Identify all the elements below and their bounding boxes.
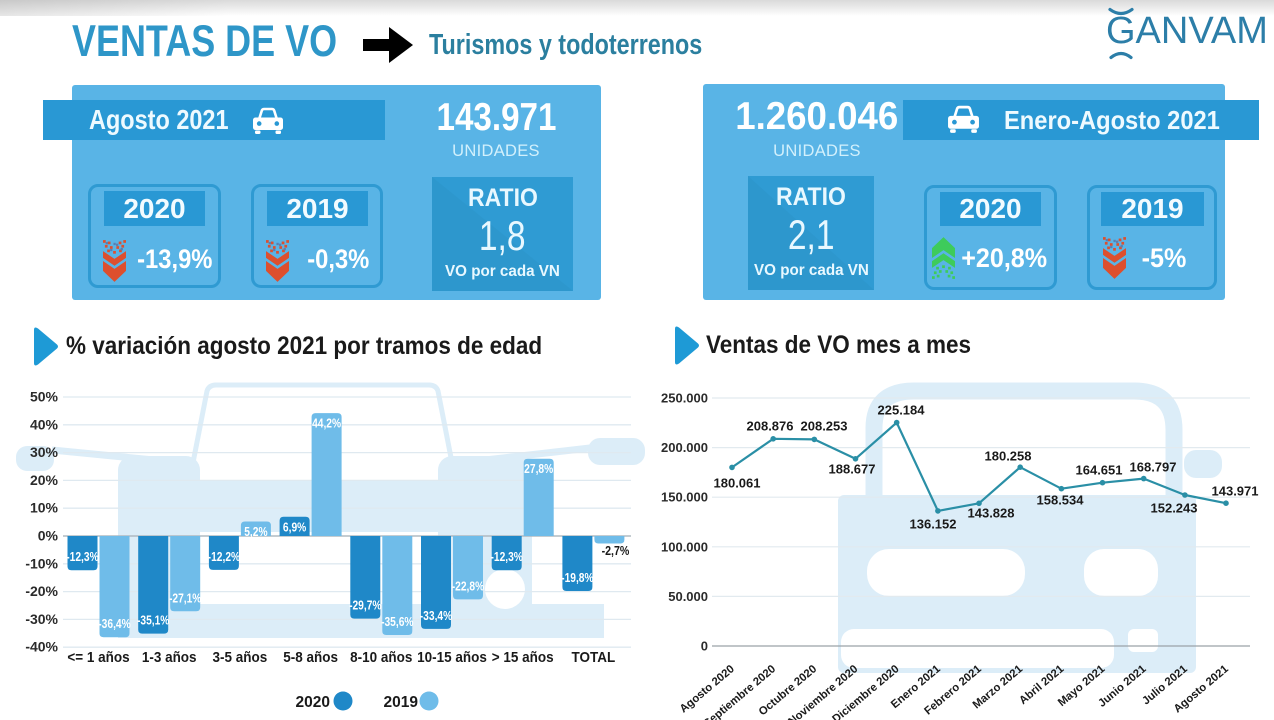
svg-text:-29,7%: -29,7% <box>349 600 381 613</box>
svg-text:Ventas de VO mes a mes: Ventas de VO mes a mes <box>706 331 971 359</box>
svg-text:200.000: 200.000 <box>661 440 708 455</box>
svg-text:20%: 20% <box>30 472 59 488</box>
svg-text:27,8%: 27,8% <box>524 463 553 476</box>
svg-text:<= 1 años: <= 1 años <box>67 649 129 666</box>
svg-text:30%: 30% <box>30 444 59 460</box>
svg-text:158.534: 158.534 <box>1037 493 1085 508</box>
svg-text:208.253: 208.253 <box>801 419 848 434</box>
svg-text:50%: 50% <box>30 389 59 405</box>
svg-text:188.677: 188.677 <box>829 462 876 477</box>
svg-text:143.971: 143.971 <box>1212 484 1259 499</box>
svg-text:6,9%: 6,9% <box>283 521 306 534</box>
svg-text:8-10 años: 8-10 años <box>350 649 412 666</box>
svg-text:180.061: 180.061 <box>714 476 761 491</box>
svg-text:-35,6%: -35,6% <box>381 616 413 629</box>
svg-text:0%: 0% <box>38 528 59 544</box>
svg-text:152.243: 152.243 <box>1151 501 1198 516</box>
svg-text:-12,3%: -12,3% <box>490 551 522 564</box>
svg-text:150.000: 150.000 <box>661 490 708 505</box>
svg-text:250.000: 250.000 <box>661 391 708 406</box>
svg-text:1-3 años: 1-3 años <box>142 649 197 666</box>
svg-text:225.184: 225.184 <box>878 403 926 418</box>
svg-text:0: 0 <box>701 639 708 654</box>
svg-text:-40%: -40% <box>25 639 58 655</box>
svg-text:-19,8%: -19,8% <box>561 572 593 585</box>
svg-text:3-5 años: 3-5 años <box>213 649 268 666</box>
svg-text:-36,4%: -36,4% <box>98 618 130 631</box>
svg-text:10-15 años: 10-15 años <box>417 649 487 666</box>
svg-text:-35,1%: -35,1% <box>137 615 169 628</box>
svg-text:-33,4%: -33,4% <box>420 610 452 623</box>
svg-text:-12,2%: -12,2% <box>208 551 240 564</box>
svg-text:136.152: 136.152 <box>910 517 957 532</box>
svg-text:44,2%: 44,2% <box>312 418 341 431</box>
svg-text:% variación agosto 2021 por tr: % variación agosto 2021 por tramos de ed… <box>66 332 542 360</box>
svg-text:5,2%: 5,2% <box>244 526 267 539</box>
svg-text:208.876: 208.876 <box>747 419 794 434</box>
svg-text:50.000: 50.000 <box>668 589 708 604</box>
svg-text:-27,1%: -27,1% <box>169 592 201 605</box>
svg-text:> 15 años: > 15 años <box>492 649 554 666</box>
svg-text:100.000: 100.000 <box>661 539 708 554</box>
svg-text:168.797: 168.797 <box>1130 460 1177 475</box>
svg-text:-10%: -10% <box>25 555 58 571</box>
svg-text:TOTAL: TOTAL <box>572 649 616 666</box>
svg-text:180.258: 180.258 <box>985 449 1032 464</box>
svg-text:5-8 años: 5-8 años <box>283 649 338 666</box>
svg-text:-22,8%: -22,8% <box>452 581 484 594</box>
svg-text:-2,7%: -2,7% <box>602 544 630 558</box>
svg-text:-30%: -30% <box>25 611 58 627</box>
svg-text:164.651: 164.651 <box>1076 463 1123 478</box>
svg-text:2019: 2019 <box>384 694 419 711</box>
svg-text:143.828: 143.828 <box>968 506 1015 521</box>
svg-text:-20%: -20% <box>25 583 58 599</box>
svg-text:-12,3%: -12,3% <box>66 551 98 564</box>
svg-text:2020: 2020 <box>296 694 330 711</box>
svg-text:10%: 10% <box>30 500 59 516</box>
svg-text:40%: 40% <box>30 416 59 432</box>
